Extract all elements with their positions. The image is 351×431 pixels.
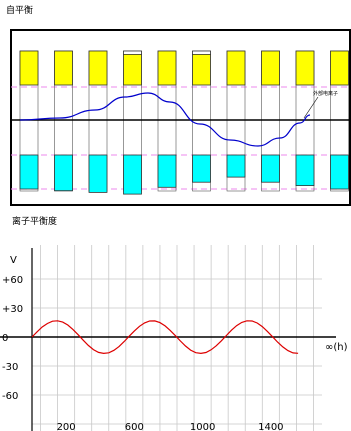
y-tick-label: -30 — [2, 362, 18, 373]
upper-bar — [157, 50, 177, 86]
annotation-pointer — [303, 96, 319, 119]
lower-bar — [19, 154, 39, 190]
external-ion-curve — [19, 92, 311, 147]
self-balance-chart: 外部电离子 — [10, 29, 351, 206]
lower-bar — [261, 154, 280, 183]
upper-bar — [226, 50, 246, 86]
y-tick-label: +30 — [2, 304, 23, 315]
upper-bar-gap — [123, 50, 142, 55]
x-axis-label: ∞(h) — [325, 342, 348, 353]
y-tick-label: 0 — [2, 333, 8, 344]
lower-bar — [226, 154, 246, 178]
self-balance-title: 自平衡 — [6, 6, 34, 16]
upper-bar — [330, 50, 349, 86]
upper-bar — [261, 50, 280, 86]
lower-bar — [157, 154, 177, 188]
lower-bar — [54, 154, 73, 192]
x-tick-label: 600 — [125, 422, 144, 431]
y-axis-label: V — [10, 255, 17, 266]
self-balance-panel: 自平衡 外部电离子 — [0, 0, 351, 207]
ion-balance-title: 离子平衡度 — [12, 217, 58, 227]
ion-balance-panel: 离子平衡度 V +60 +30 0 -30 -60 200 600 1000 1400 ∞(h) — [0, 210, 351, 431]
x-tick-label: 1000 — [190, 422, 215, 431]
lower-bar — [295, 154, 315, 187]
upper-bar — [88, 50, 108, 86]
upper-bar — [295, 50, 315, 86]
lower-bar — [88, 154, 108, 193]
annotation-label: 外部电离子 — [313, 90, 338, 97]
lower-bar — [330, 154, 349, 190]
upper-bar-gap — [192, 50, 211, 55]
lower-bar — [123, 154, 142, 195]
upper-bar — [192, 54, 211, 86]
lower-bar — [192, 154, 211, 183]
y-tick-label: -60 — [2, 391, 18, 402]
x-tick-label: 200 — [57, 422, 76, 431]
upper-bar — [123, 54, 142, 86]
upper-bar — [19, 50, 39, 86]
x-tick-label: 1400 — [258, 422, 283, 431]
ion-balance-series — [31, 320, 299, 355]
y-tick-label: +60 — [2, 275, 23, 286]
ion-balance-chart: V +60 +30 0 -30 -60 200 600 1000 1400 ∞(h) — [0, 245, 348, 431]
upper-bar — [54, 50, 73, 86]
